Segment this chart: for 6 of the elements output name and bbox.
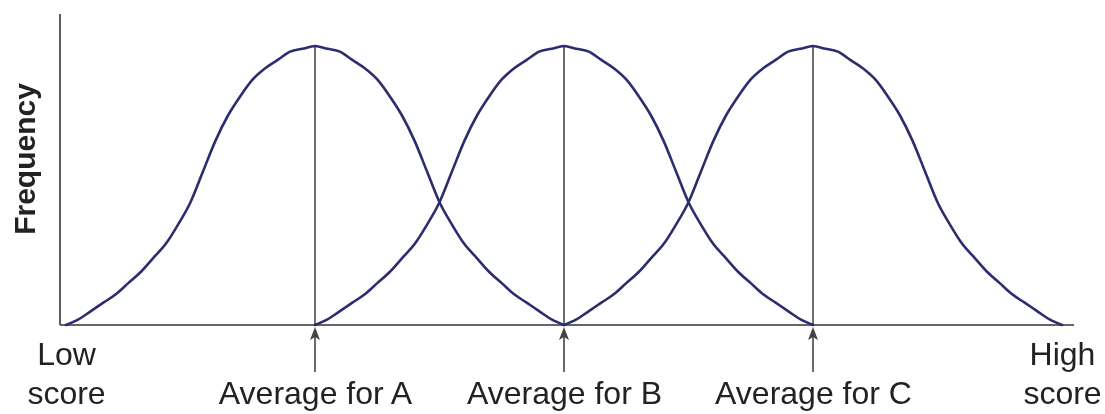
x-tick-label: High score <box>1023 336 1102 411</box>
x-tick-label: Average for A <box>218 375 413 411</box>
y-axis-title: Frequency <box>8 82 41 235</box>
x-tick-label: Low score <box>27 336 106 411</box>
x-tick-label: Average for C <box>715 375 912 411</box>
x-tick-label: Average for B <box>466 375 663 411</box>
